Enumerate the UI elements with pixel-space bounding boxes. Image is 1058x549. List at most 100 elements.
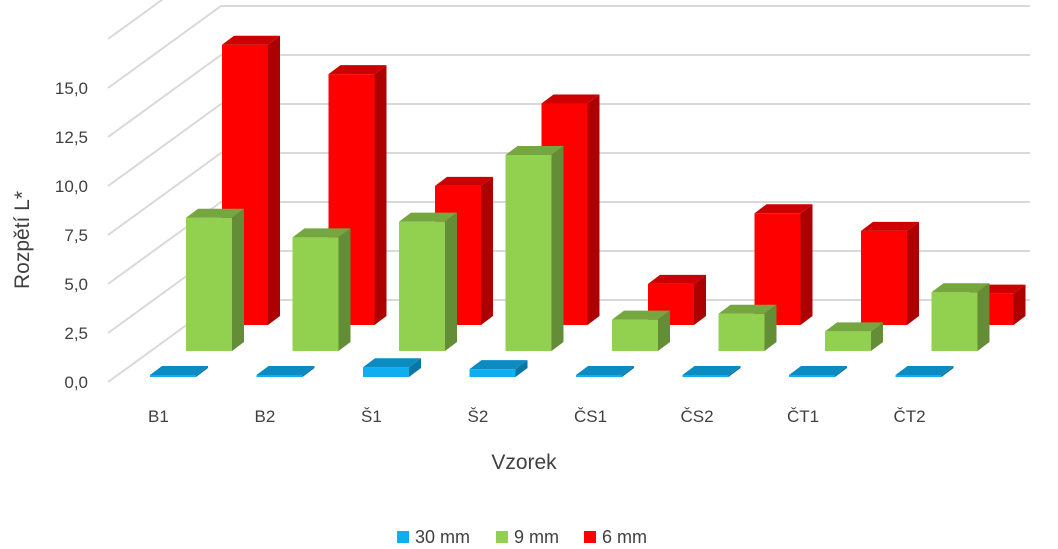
legend-label: 9 mm <box>514 527 559 547</box>
x-tick-label: ČT2 <box>894 407 926 426</box>
legend-swatch <box>397 531 409 543</box>
series-9-mm <box>186 146 990 351</box>
bar-side <box>587 94 600 326</box>
bar-front <box>576 375 622 377</box>
bar-side <box>764 304 777 351</box>
bar <box>576 366 634 377</box>
y-tick-label: 15,0 <box>55 79 88 98</box>
bar-side <box>196 366 208 377</box>
bar-top <box>612 310 670 320</box>
bar <box>150 366 208 377</box>
bar <box>363 358 421 377</box>
y-tick-label: 10,0 <box>55 177 88 196</box>
x-tick-label: B2 <box>255 407 276 426</box>
x-tick-label: ČS2 <box>681 407 714 426</box>
y-axis-title: Rozpětí L* <box>11 191 34 289</box>
legend: 30 mm 9 mm 6 mm <box>397 527 647 547</box>
bar-top <box>256 366 315 375</box>
bar-side <box>1013 284 1026 325</box>
gridline <box>107 5 1030 89</box>
bar-front <box>612 319 658 351</box>
bar-front <box>150 375 196 377</box>
bar <box>469 360 528 377</box>
gridline <box>107 201 1030 285</box>
bar-top <box>718 304 777 314</box>
x-tick-label: B1 <box>148 407 169 426</box>
bar-top <box>186 208 244 218</box>
series-30-mm <box>150 358 954 377</box>
x-tick-label: Š2 <box>468 407 489 426</box>
bar-front <box>718 313 765 351</box>
bar-top <box>469 360 528 370</box>
bar-top <box>648 274 706 284</box>
x-axis-title: Vzorek <box>491 451 557 474</box>
gridlines <box>107 0 1030 383</box>
bar-side <box>409 358 421 377</box>
bar <box>789 366 847 377</box>
bar-front <box>186 217 232 351</box>
gridline <box>107 54 1030 138</box>
bar <box>399 212 457 351</box>
bar <box>292 228 351 351</box>
bar-side <box>232 208 244 351</box>
bar <box>256 366 315 377</box>
bar-side <box>338 228 351 351</box>
x-tick-label: ČS1 <box>574 407 607 426</box>
bar-side <box>800 204 813 325</box>
bar <box>754 204 813 325</box>
x-tick-label: ČT1 <box>787 407 819 426</box>
bar-front <box>505 155 552 351</box>
bar-front <box>292 237 339 351</box>
gridline <box>107 103 1030 187</box>
bar-front <box>682 375 729 377</box>
bar-front <box>789 375 835 377</box>
bar <box>682 366 741 377</box>
bar-top <box>292 228 351 238</box>
y-tick-label: 0,0 <box>64 373 88 392</box>
bar-side <box>835 366 847 377</box>
bar-top <box>576 366 634 375</box>
legend-label: 30 mm <box>415 527 470 547</box>
y-tick-label: 12,5 <box>55 128 88 147</box>
x-tick-label: Š1 <box>361 407 382 426</box>
bar-side <box>871 322 883 351</box>
bar-top <box>861 221 919 231</box>
gridline <box>107 152 1030 236</box>
bar-side <box>551 146 564 351</box>
bar-top <box>399 212 457 222</box>
bars <box>150 35 1026 377</box>
bar <box>895 366 954 377</box>
bar-side <box>374 65 387 326</box>
legend-swatch <box>584 531 596 543</box>
bar-top <box>754 204 813 214</box>
bar-side <box>694 274 706 325</box>
bar <box>825 322 883 351</box>
y-tick-label: 2,5 <box>64 324 88 343</box>
legend-item: 6 mm <box>584 527 647 547</box>
bar-top <box>541 94 600 104</box>
bar <box>435 176 493 325</box>
bar-front <box>363 367 409 377</box>
bar-front <box>399 221 445 351</box>
bar-top <box>895 366 954 375</box>
bar-side <box>728 366 741 377</box>
legend-swatch <box>496 531 508 543</box>
bar <box>186 208 244 351</box>
x-axis-ticks: B1 B2 Š1 Š2 ČS1 ČS2 ČT1 ČT2 <box>148 407 926 426</box>
bar <box>648 274 706 325</box>
bar-top <box>931 283 990 293</box>
bar <box>718 304 777 351</box>
gridline <box>107 0 164 40</box>
bar-side <box>481 176 493 325</box>
bar-front <box>469 369 516 377</box>
bar <box>505 146 564 351</box>
bar-front <box>825 331 871 351</box>
y-tick-label: 7,5 <box>64 226 88 245</box>
bar-side <box>977 283 990 351</box>
bar-side <box>658 310 670 351</box>
bar-front <box>895 375 942 377</box>
bar-side <box>515 360 528 377</box>
bar-top <box>222 35 280 45</box>
bar-top <box>150 366 208 375</box>
